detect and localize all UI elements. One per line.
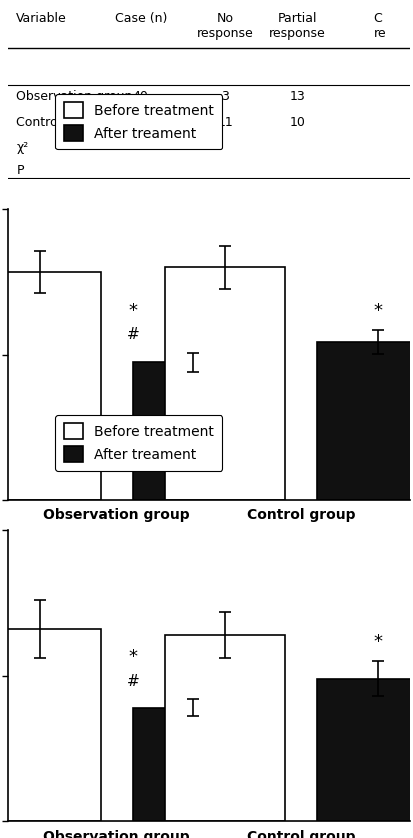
- Bar: [317, 342, 413, 500]
- Text: *: *: [373, 303, 381, 320]
- Bar: [164, 267, 285, 500]
- Text: Observation group: Observation group: [16, 91, 132, 103]
- Text: No
response: No response: [196, 12, 253, 39]
- Bar: [317, 679, 413, 821]
- Legend: Before treatment, After treament: Before treatment, After treament: [55, 94, 222, 149]
- Text: Control group: Control group: [16, 116, 102, 129]
- Text: #: #: [126, 674, 139, 689]
- Text: *: *: [128, 302, 137, 320]
- Text: 11: 11: [217, 116, 233, 129]
- Text: χ²: χ²: [16, 142, 28, 154]
- Text: *: *: [373, 633, 381, 651]
- Text: P: P: [16, 163, 24, 177]
- Bar: [0, 272, 100, 500]
- Text: 40: 40: [133, 116, 148, 129]
- Text: 10: 10: [289, 116, 305, 129]
- Text: 3: 3: [221, 91, 228, 103]
- Text: Partial
response: Partial response: [268, 12, 325, 39]
- Text: Variable: Variable: [16, 12, 67, 25]
- Text: 40: 40: [133, 91, 148, 103]
- Text: Case (n): Case (n): [114, 12, 166, 25]
- Text: *: *: [128, 648, 137, 666]
- Text: 13: 13: [289, 91, 304, 103]
- Bar: [133, 362, 253, 500]
- Text: C
re: C re: [373, 12, 385, 39]
- Bar: [0, 629, 100, 821]
- Legend: Before treatment, After treament: Before treatment, After treament: [55, 415, 222, 471]
- Text: #: #: [126, 328, 139, 343]
- Bar: [133, 708, 253, 821]
- Bar: [164, 635, 285, 821]
